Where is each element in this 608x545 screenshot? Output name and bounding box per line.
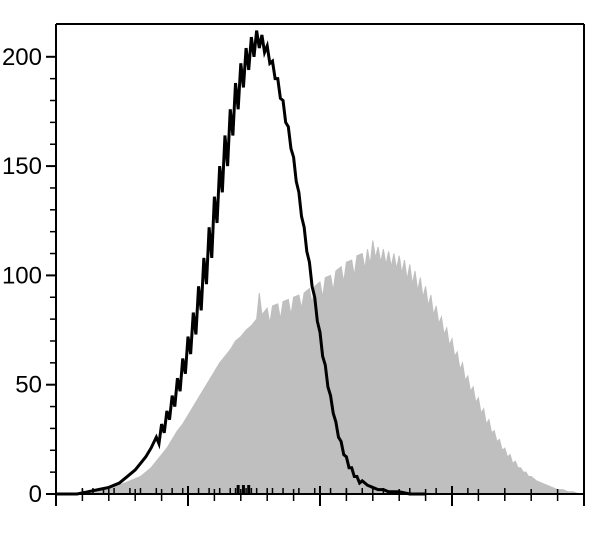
histogram-chart: 0 50 100 150 200 [0,0,608,545]
series-filled-gray [56,240,584,494]
y-tick-label: 50 [15,372,42,399]
y-tick-label: 150 [2,153,42,180]
y-tick-label: 0 [29,481,42,508]
y-tick-label: 200 [2,44,42,71]
y-tick-label: 100 [2,262,42,289]
chart-svg: 0 50 100 150 200 [0,0,608,545]
